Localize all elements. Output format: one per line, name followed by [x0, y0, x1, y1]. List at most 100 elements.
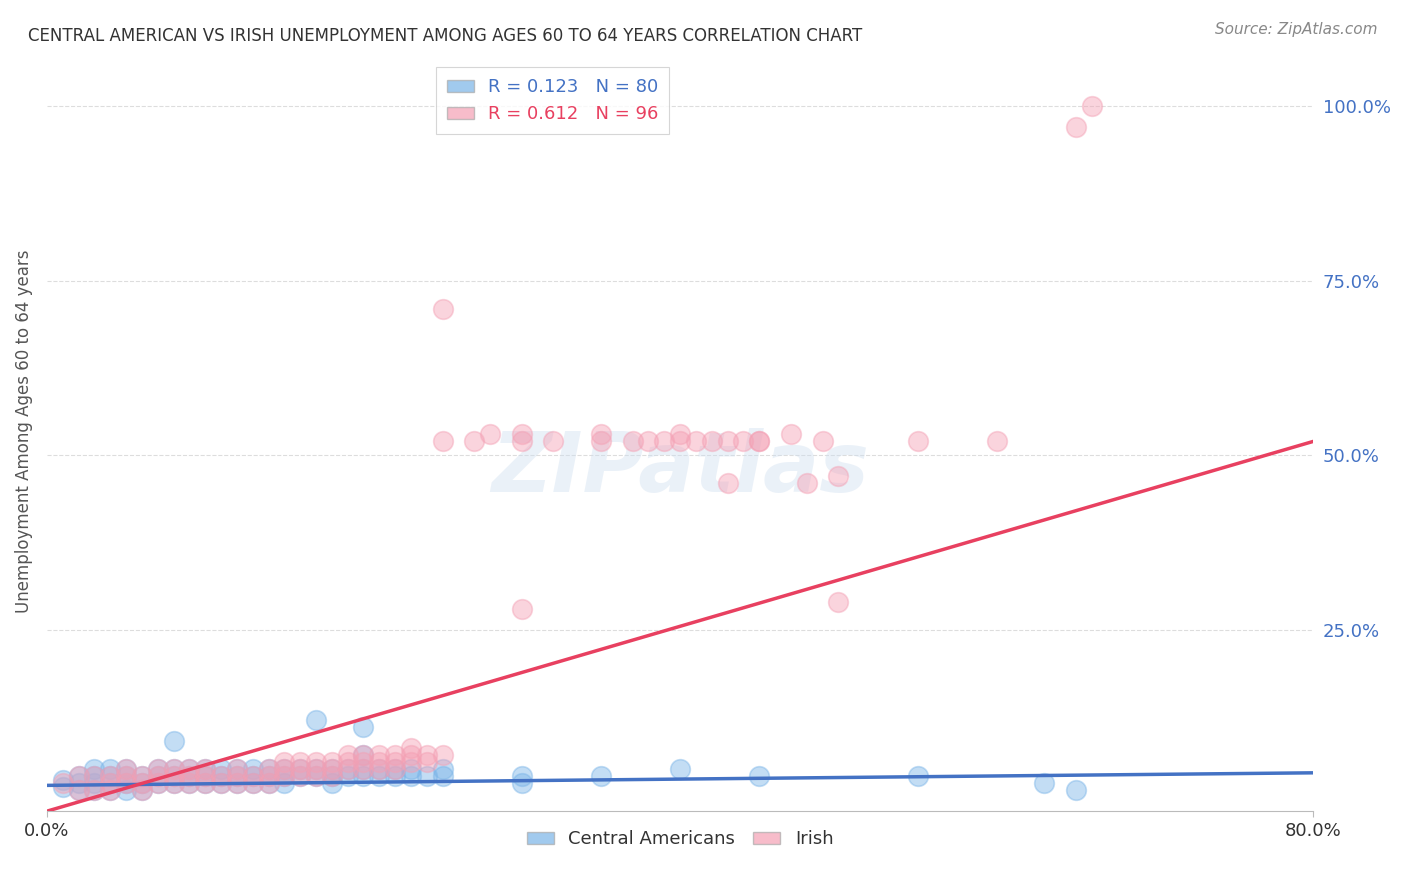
Point	[321, 769, 343, 783]
Point	[162, 776, 184, 790]
Point	[336, 762, 359, 776]
Point	[273, 776, 295, 790]
Point	[336, 748, 359, 763]
Point	[432, 762, 454, 776]
Point	[510, 602, 533, 616]
Point	[748, 434, 770, 449]
Point	[748, 769, 770, 783]
Point	[416, 769, 439, 783]
Point	[463, 434, 485, 449]
Point	[399, 741, 422, 756]
Point	[225, 769, 247, 783]
Point	[305, 762, 328, 776]
Point	[146, 769, 169, 783]
Point	[336, 756, 359, 770]
Point	[321, 762, 343, 776]
Point	[384, 769, 406, 783]
Point	[716, 434, 738, 449]
Point	[368, 762, 391, 776]
Point	[589, 427, 612, 442]
Point	[209, 762, 232, 776]
Point	[179, 776, 201, 790]
Point	[510, 434, 533, 449]
Point	[321, 769, 343, 783]
Point	[257, 769, 280, 783]
Point	[209, 769, 232, 783]
Point	[257, 762, 280, 776]
Point	[399, 769, 422, 783]
Point	[83, 762, 105, 776]
Point	[194, 769, 217, 783]
Point	[67, 783, 90, 797]
Point	[305, 769, 328, 783]
Point	[257, 762, 280, 776]
Point	[321, 756, 343, 770]
Point	[242, 776, 264, 790]
Point	[353, 748, 375, 763]
Point	[242, 762, 264, 776]
Point	[131, 776, 153, 790]
Point	[162, 762, 184, 776]
Point	[225, 762, 247, 776]
Text: CENTRAL AMERICAN VS IRISH UNEMPLOYMENT AMONG AGES 60 TO 64 YEARS CORRELATION CHA: CENTRAL AMERICAN VS IRISH UNEMPLOYMENT A…	[28, 27, 862, 45]
Point	[384, 762, 406, 776]
Point	[748, 434, 770, 449]
Point	[52, 772, 75, 787]
Point	[685, 434, 707, 449]
Point	[288, 762, 311, 776]
Point	[1064, 783, 1087, 797]
Point	[209, 769, 232, 783]
Point	[827, 469, 849, 483]
Point	[1064, 120, 1087, 135]
Point	[669, 434, 692, 449]
Point	[242, 769, 264, 783]
Text: ZIPatlas: ZIPatlas	[491, 428, 869, 509]
Point	[368, 769, 391, 783]
Point	[273, 769, 295, 783]
Point	[1080, 99, 1102, 113]
Point	[162, 769, 184, 783]
Point	[209, 776, 232, 790]
Point	[288, 769, 311, 783]
Point	[83, 769, 105, 783]
Point	[399, 756, 422, 770]
Point	[67, 776, 90, 790]
Legend: Central Americans, Irish: Central Americans, Irish	[520, 823, 841, 855]
Point	[67, 783, 90, 797]
Point	[209, 776, 232, 790]
Point	[305, 714, 328, 728]
Point	[733, 434, 755, 449]
Point	[115, 783, 138, 797]
Point	[225, 762, 247, 776]
Point	[242, 769, 264, 783]
Point	[399, 762, 422, 776]
Point	[131, 769, 153, 783]
Point	[368, 748, 391, 763]
Point	[273, 769, 295, 783]
Point	[353, 762, 375, 776]
Point	[384, 756, 406, 770]
Point	[98, 776, 121, 790]
Point	[194, 776, 217, 790]
Point	[194, 762, 217, 776]
Point	[811, 434, 834, 449]
Point	[67, 769, 90, 783]
Point	[194, 762, 217, 776]
Point	[131, 783, 153, 797]
Point	[83, 776, 105, 790]
Point	[827, 595, 849, 609]
Point	[353, 769, 375, 783]
Point	[716, 476, 738, 491]
Point	[305, 769, 328, 783]
Point	[242, 776, 264, 790]
Point	[179, 769, 201, 783]
Point	[510, 769, 533, 783]
Point	[288, 756, 311, 770]
Point	[115, 776, 138, 790]
Point	[384, 748, 406, 763]
Point	[353, 748, 375, 763]
Point	[321, 776, 343, 790]
Point	[368, 756, 391, 770]
Point	[162, 734, 184, 748]
Point	[98, 762, 121, 776]
